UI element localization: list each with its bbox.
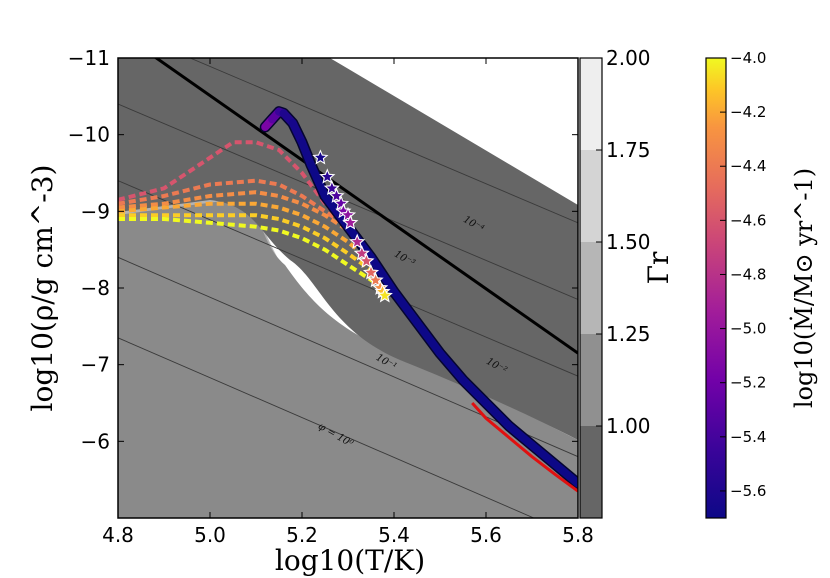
- y-tick-label: −9: [81, 199, 110, 223]
- main-track-segment: [298, 138, 316, 170]
- mdot-cbar-tick-label: −5.4: [730, 428, 766, 446]
- dashed-track: [118, 201, 377, 267]
- red-track: [471, 401, 578, 493]
- main-track-segment: [482, 399, 513, 430]
- mdot-cbar-gradient: [706, 58, 726, 518]
- gamma-cbar-frame: [579, 57, 603, 519]
- y-tick-label: −11: [68, 46, 110, 70]
- gamma-cbar-tick-label: 1.75: [606, 138, 651, 162]
- gamma-cbar-tick-label: 1.25: [606, 322, 651, 346]
- gamma-cbar-tick-label: 1.50: [606, 230, 651, 254]
- dashed-track: [118, 190, 368, 252]
- y-tick-label: −8: [81, 276, 110, 300]
- black-line: [153, 58, 578, 355]
- x-axis-label: log10(T/K): [275, 544, 425, 577]
- gamma-band-dark: [118, 58, 578, 440]
- x-tick-label: 5.0: [194, 523, 226, 547]
- red-track-group: [471, 401, 578, 493]
- main-track-segment: [459, 376, 490, 407]
- x-tick-label: 5.8: [562, 523, 594, 547]
- main-track-segment: [505, 422, 536, 450]
- y-tick-label: −10: [68, 123, 110, 147]
- gamma-cbar-band-3: [580, 242, 602, 334]
- star-marker: [319, 168, 336, 184]
- mdot-cbar-ticks: −4.0 −4.2 −4.4 −4.6 −4.8 −5.0 −5.2 −5.4 −5.6: [720, 49, 766, 500]
- gamma-cbar-ticks: 2.00 1.75 1.50 1.25 1.00: [596, 46, 651, 438]
- x-tick-label: 5.6: [470, 523, 502, 547]
- dashed-track: [118, 213, 386, 282]
- gamma-band-1.75: [118, 197, 578, 518]
- dashed-track: [118, 140, 350, 229]
- mdot-cbar-tick-label: −4.8: [730, 265, 766, 283]
- mdot-cbar-tick-label: −5.6: [730, 482, 766, 500]
- undefined-region: [330, 58, 578, 200]
- mdot-cbar-label: log10(Ṁ/M⊙ yr^-1): [789, 168, 818, 408]
- x-tick-label: 5.4: [378, 523, 410, 547]
- star-marker: [312, 149, 329, 165]
- main-track-segment: [307, 161, 329, 200]
- phi-contour-line: [189, 58, 578, 224]
- gamma-cbar-label: Γr: [642, 251, 675, 284]
- mdot-colorbar: −4.0 −4.2 −4.4 −4.6 −4.8 −5.0 −5.2 −5.4 −5.6 log…: [705, 49, 818, 519]
- gamma-cbar-band-1: [580, 58, 602, 150]
- main-track-segment: [528, 441, 559, 469]
- main-track-segment: [367, 253, 398, 296]
- star-marker: [376, 287, 393, 303]
- plot-area: 10⁻⁴10⁻³10⁻²10⁻¹φ = 10⁰ 4.8 5.0 5.2 5.4 5.6 5…: [26, 46, 594, 577]
- star-marker: [349, 233, 366, 249]
- star-markers: [312, 149, 393, 303]
- gamma-cbar-band-2: [580, 150, 602, 242]
- gamma-cbar-band-4: [580, 334, 602, 426]
- y-tick-label: −7: [81, 353, 110, 377]
- mdot-cbar-tick-label: −5.0: [730, 320, 766, 338]
- phi-contour-line: [118, 337, 535, 518]
- star-marker: [358, 252, 375, 268]
- dashed-track: [118, 217, 391, 294]
- gamma-cbar-tick-label: 2.00: [606, 46, 651, 70]
- main-track-segment: [413, 318, 444, 358]
- star-marker: [342, 214, 359, 230]
- main-track-segment: [390, 287, 421, 327]
- mdot-cbar-tick-label: −4.0: [730, 49, 766, 67]
- gamma-cbar-tick-label: 1.00: [606, 414, 651, 438]
- mdot-cbar-tick-label: −4.6: [730, 211, 766, 229]
- phi-contour-line: [118, 180, 578, 377]
- x-tick-label: 4.8: [102, 523, 134, 547]
- gamma-cbar-band-5: [580, 426, 602, 518]
- y-axis-label: log10(ρ/g cm^-3): [26, 165, 59, 412]
- mdot-cbar-tick-label: −5.2: [730, 374, 766, 392]
- y-axis-ticks: −11 −10 −9 −8 −7 −6: [68, 46, 578, 453]
- mdot-cbar-tick-label: −4.2: [730, 103, 766, 121]
- mdot-cbar-tick-label: −4.4: [730, 157, 766, 175]
- x-axis-ticks: 4.8 5.0 5.2 5.4 5.6 5.8: [102, 58, 594, 547]
- main-track-segment: [551, 460, 578, 488]
- black-line-group: [153, 58, 578, 355]
- mdot-cbar-frame: [705, 57, 727, 519]
- x-tick-label: 5.2: [286, 523, 318, 547]
- main-track-segment: [436, 349, 467, 384]
- gamma-colorbar: 2.00 1.75 1.50 1.25 1.00 Γr: [579, 46, 675, 519]
- y-tick-label: −6: [81, 429, 110, 453]
